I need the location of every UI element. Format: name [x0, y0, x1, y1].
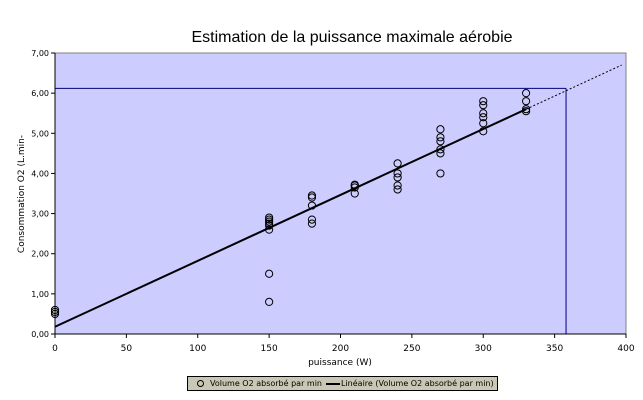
x-tick-label: 150 — [261, 344, 278, 354]
line-marker-icon — [326, 382, 340, 385]
data-point — [265, 225, 274, 234]
data-point — [479, 119, 488, 128]
data-point — [307, 201, 317, 210]
axes — [51, 52, 627, 338]
circle-marker-icon — [197, 380, 204, 387]
y-tick-label: 3,00 — [31, 210, 49, 219]
trendline-layer — [54, 64, 622, 328]
data-point — [265, 215, 274, 224]
data-point — [393, 185, 402, 194]
data-point — [350, 183, 359, 192]
reference-lines — [55, 87, 567, 334]
trendline — [54, 108, 527, 328]
data-point — [479, 97, 488, 106]
data-point — [479, 101, 488, 110]
data-point — [436, 149, 445, 158]
data-point — [521, 89, 531, 98]
data-point — [350, 189, 359, 198]
data-point — [436, 137, 445, 146]
legend-label-trendline: Linéaire (Volume O2 absorbé par min) — [341, 379, 494, 388]
data-point — [265, 217, 274, 226]
legend-item-scatter: Volume O2 absorbé par min — [188, 379, 322, 388]
data-point — [393, 169, 402, 178]
x-tick-label: 400 — [617, 344, 634, 354]
data-point — [350, 180, 359, 189]
y-axis-label: Consommation O2 (L.min- — [17, 135, 27, 253]
data-point — [436, 133, 445, 142]
data-point — [479, 127, 488, 136]
data-point — [479, 109, 488, 118]
y-tick-label: 2,00 — [31, 250, 49, 259]
x-tick-label: 100 — [189, 344, 206, 354]
y-tick-label: 7,00 — [31, 49, 49, 58]
legend: Volume O2 absorbé par min Linéaire (Volu… — [187, 376, 498, 391]
data-point — [521, 105, 531, 114]
data-point — [521, 97, 531, 106]
data-point — [436, 125, 445, 134]
data-point — [393, 159, 402, 168]
data-point — [436, 169, 445, 178]
data-point — [307, 215, 317, 224]
data-point — [521, 107, 531, 116]
x-tick-label: 250 — [403, 344, 420, 354]
data-point — [265, 269, 274, 278]
x-tick-label: 300 — [475, 344, 492, 354]
x-tick-label: 0 — [52, 344, 58, 354]
data-point — [265, 221, 274, 230]
data-point — [265, 213, 274, 222]
y-tick-label: 4,00 — [31, 169, 49, 178]
data-points — [50, 89, 531, 319]
y-tick-label: 0,00 — [31, 330, 49, 339]
x-tick-label: 350 — [546, 344, 563, 354]
y-tick-labels: 0,00 1,00 2,00 3,00 4,00 5,00 6,00 7,00 — [31, 49, 49, 339]
data-point — [307, 191, 317, 200]
legend-item-trendline: Linéaire (Volume O2 absorbé par min) — [322, 379, 494, 388]
y-tick-label: 1,00 — [31, 290, 49, 299]
data-point — [436, 145, 445, 154]
data-point — [307, 193, 317, 202]
x-axis-label: puissance (W) — [308, 358, 372, 368]
y-tick-label: 5,00 — [31, 129, 49, 138]
data-point — [307, 219, 317, 228]
data-point — [265, 219, 274, 228]
chart-title: Estimation de la puissance maximale aéro… — [191, 29, 512, 46]
data-point — [393, 181, 402, 190]
data-point — [265, 297, 274, 306]
y-tick-label: 6,00 — [31, 89, 49, 98]
legend-label-scatter: Volume O2 absorbé par min — [210, 379, 322, 388]
data-point — [479, 113, 488, 122]
data-point — [393, 173, 402, 182]
x-tick-label: 200 — [332, 344, 349, 354]
x-tick-label: 50 — [121, 344, 133, 354]
plot-area — [54, 52, 627, 335]
x-tick-labels: 0 50 100 150 200 250 300 350 400 — [52, 344, 635, 354]
trendline-extrapolation — [525, 64, 622, 110]
